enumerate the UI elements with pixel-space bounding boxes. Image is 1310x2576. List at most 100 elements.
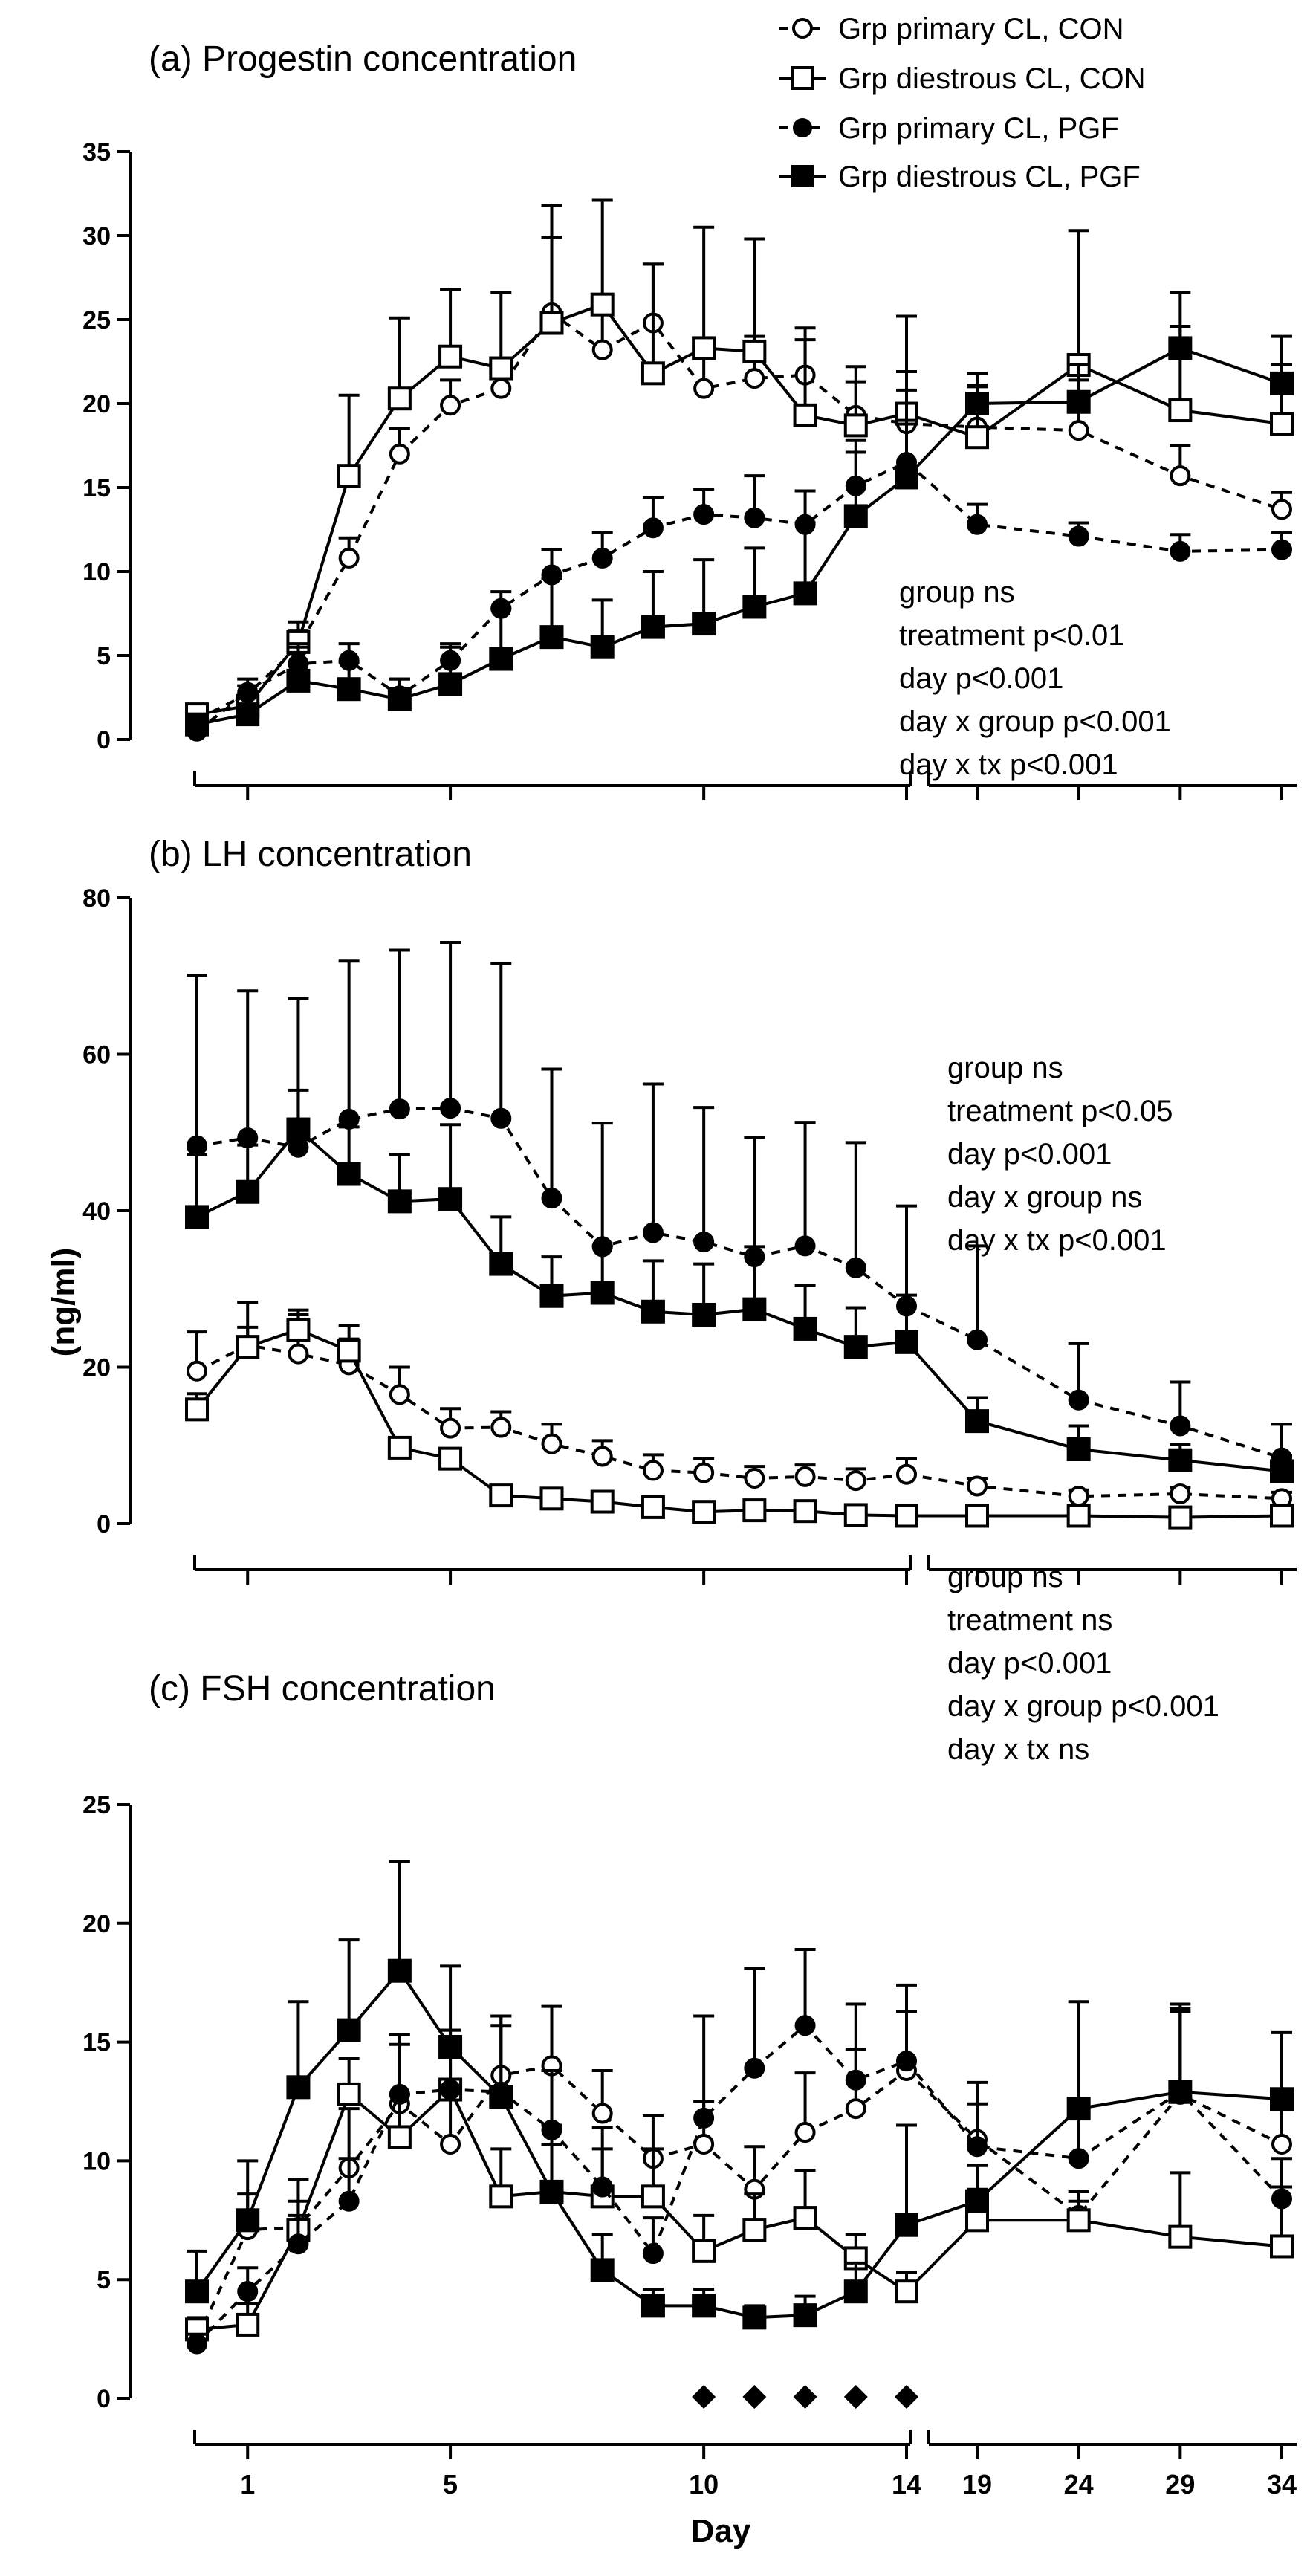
data-point [236,702,260,727]
data-point [965,1409,989,1434]
data-point [539,2179,564,2204]
data-point [1270,412,1294,436]
data-point [1271,2134,1292,2155]
data-point [387,2125,412,2149]
data-point [641,361,665,386]
data-point [742,595,767,619]
data-point [541,1433,562,1454]
stats-annotation: group ns treatment ns day p<0.001 day x gro… [947,1561,1219,1766]
legend-label-primary-con: Grp primary CL, CON [838,13,1124,45]
data-point [1170,465,1191,487]
series-line [196,1343,907,1483]
data-point [338,1108,360,1130]
legend-marker-primary-pgf [793,118,812,137]
series-line [906,2090,1283,2227]
data-point [1066,1437,1091,1462]
data-point [641,1299,665,1324]
x-tick-label: 5 [443,2469,458,2499]
legend-entry-primary-pgf: Grp primary CL, PGF [779,112,1119,145]
data-point [744,507,765,528]
data-point [641,2184,665,2209]
series-line [905,2059,1283,2200]
data-point [793,1499,817,1524]
data-point [438,672,463,696]
data-point [1170,1483,1191,1505]
data-point [387,386,412,411]
data-point [236,1335,260,1359]
y-tick-label: 20 [82,390,111,418]
data-point [288,2233,309,2255]
series-diestrous-con [185,198,1294,727]
data-point [490,1417,512,1438]
y-tick-label: 25 [82,1791,111,1819]
data-point [440,2079,461,2100]
data-point [489,1252,513,1276]
data-point [1170,1415,1191,1437]
data-point [895,465,918,490]
data-point [490,1107,512,1129]
data-point [337,1339,361,1363]
data-point [793,2303,817,2328]
data-point [965,1504,989,1528]
data-point [337,1162,361,1186]
y-tick-label: 10 [82,2147,111,2175]
panel-lh: (b) LH concentration 0 20 40 60 80 group ns tre… [82,835,1297,1585]
data-point [338,547,360,569]
series-diestrous-con [185,2028,1294,2342]
data-point [387,1189,412,1214]
data-point [744,2057,765,2079]
data-point [337,2018,361,2042]
data-point [1068,1389,1089,1411]
data-point [967,1329,988,1350]
significance-diamond [895,2385,918,2409]
stats-line: day x tx p<0.001 [947,1224,1167,1257]
y-tick-label: 60 [82,1041,111,1069]
stats-annotation: group ns treatment p<0.05 day p<0.001 day x… [947,1052,1173,1257]
data-point [642,517,664,539]
data-point [742,1297,767,1321]
data-point [236,2208,260,2233]
data-point [1270,2087,1294,2111]
data-point [1271,539,1292,560]
data-point [967,2136,988,2158]
data-point [1068,525,1089,547]
legend-label-diestrous-pgf: Grp diestrous CL, PGF [838,161,1141,193]
data-point [641,615,665,639]
data-point [236,1179,260,1204]
data-point [693,1232,715,1253]
y-tick-label: 20 [82,1354,111,1382]
data-point [539,1284,564,1308]
data-point [693,504,715,525]
data-point [590,2258,615,2282]
data-point [1066,2097,1091,2121]
data-point [1270,1504,1294,1528]
data-point [967,1475,988,1497]
data-point [742,2218,767,2242]
legend-label-diestrous-con: Grp diestrous CL, CON [838,62,1145,95]
data-point [965,2208,989,2233]
data-point [591,2176,613,2198]
data-point [440,2134,461,2155]
y-tick-label: 15 [82,2029,111,2057]
data-point [440,1417,461,1439]
data-point [389,2083,410,2105]
data-point [286,2075,311,2100]
data-point [185,712,209,737]
data-point [1271,2188,1292,2210]
data-point [843,2279,868,2304]
data-point [337,677,361,702]
series-line [906,422,1283,511]
y-tick-label: 15 [82,474,111,502]
data-point [641,1495,665,1519]
stats-line: day x group p<0.001 [947,1690,1219,1723]
data-point [1066,2208,1091,2233]
series-line [905,2069,1283,2218]
data-point [1168,336,1193,360]
stats-line: treatment p<0.05 [947,1095,1173,1127]
stats-annotation: group ns treatment p<0.01 day p<0.001 day x… [899,576,1171,781]
significance-diamond [793,2385,817,2409]
data-point [692,1302,716,1327]
data-point [438,1446,463,1471]
y-tick-label: 40 [82,1197,111,1226]
